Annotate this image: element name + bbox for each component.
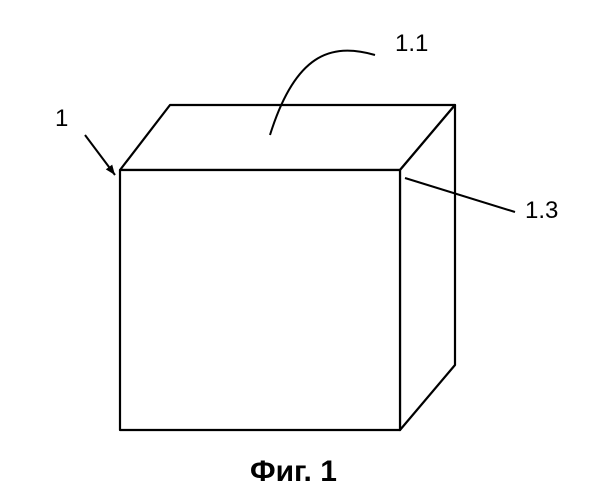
figure-caption: Фиг. 1	[250, 455, 337, 489]
label-main: 1	[55, 105, 68, 133]
figure-stage: 1 1.1 1.3 Фиг. 1	[0, 0, 609, 500]
cube	[120, 105, 455, 430]
label-top-face: 1.1	[395, 30, 428, 58]
label-right-edge: 1.3	[525, 197, 558, 225]
figure-svg	[0, 0, 609, 500]
